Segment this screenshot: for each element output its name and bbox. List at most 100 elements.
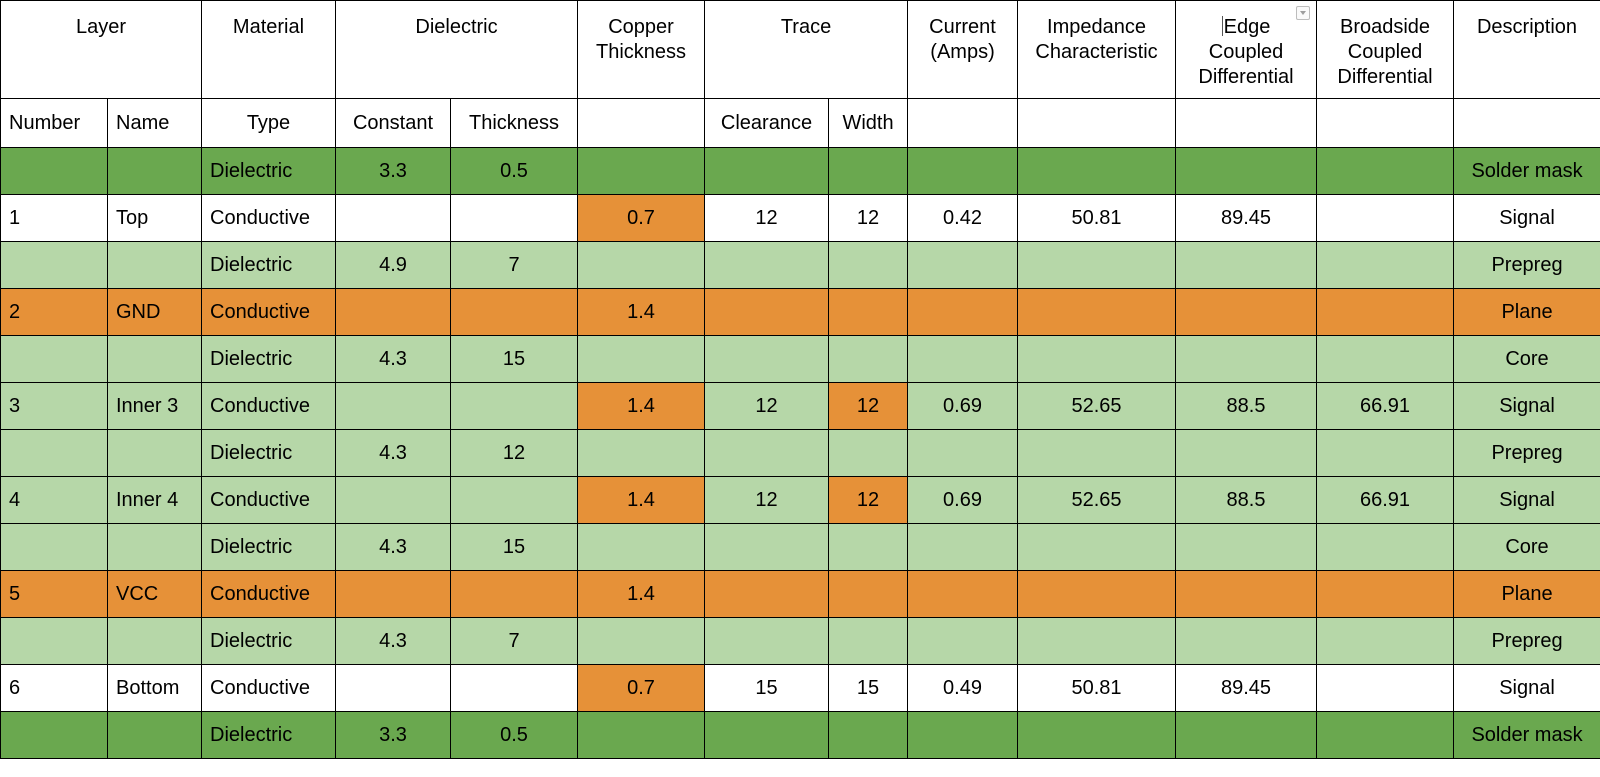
header-impedance[interactable]: Impedance Characteristic — [1017, 0, 1177, 99]
table-cell[interactable] — [1017, 617, 1177, 665]
table-cell[interactable] — [827, 570, 909, 618]
table-cell[interactable]: 3 — [0, 382, 108, 430]
table-cell[interactable] — [704, 288, 829, 336]
header-broadside-coupled[interactable]: Broadside Coupled Differential — [1316, 0, 1455, 99]
table-cell[interactable]: Top — [107, 194, 202, 242]
table-cell[interactable]: Conductive — [201, 570, 336, 618]
table-cell[interactable] — [827, 147, 909, 195]
table-cell[interactable] — [1175, 241, 1318, 289]
dropdown-filter-icon[interactable] — [1296, 6, 1311, 20]
table-cell[interactable]: Signal — [1453, 664, 1600, 712]
table-cell[interactable] — [577, 617, 705, 665]
table-cell[interactable]: 52.65 — [1017, 382, 1177, 430]
subheader-cell[interactable]: Constant — [335, 98, 451, 148]
table-cell[interactable] — [907, 617, 1019, 665]
table-cell[interactable]: Bottom — [107, 664, 202, 712]
subheader-cell[interactable]: Width — [827, 98, 909, 148]
table-cell[interactable]: Solder mask — [1453, 711, 1600, 759]
table-cell[interactable]: 12 — [704, 194, 829, 242]
subheader-cell[interactable]: Clearance — [704, 98, 829, 148]
table-cell[interactable]: Conductive — [201, 194, 336, 242]
table-cell[interactable]: 5 — [0, 570, 108, 618]
subheader-cell[interactable]: Type — [201, 98, 336, 148]
table-cell[interactable] — [335, 476, 451, 524]
table-cell[interactable] — [0, 241, 108, 289]
table-cell[interactable] — [704, 147, 829, 195]
table-cell[interactable] — [704, 711, 829, 759]
table-cell[interactable] — [1316, 570, 1455, 618]
table-cell[interactable] — [577, 711, 705, 759]
table-cell[interactable]: 88.5 — [1175, 476, 1318, 524]
table-cell[interactable] — [450, 664, 578, 712]
subheader-cell[interactable] — [577, 98, 705, 148]
table-cell[interactable]: 0.69 — [907, 382, 1019, 430]
table-cell[interactable] — [577, 335, 705, 383]
table-cell[interactable]: 7 — [450, 241, 578, 289]
table-cell[interactable] — [107, 523, 202, 571]
table-cell[interactable]: Prepreg — [1453, 429, 1600, 477]
subheader-cell[interactable] — [1017, 98, 1177, 148]
header-copper-thickness[interactable]: Copper Thickness — [577, 0, 705, 99]
table-cell[interactable] — [450, 194, 578, 242]
table-cell[interactable] — [577, 523, 705, 571]
table-cell[interactable]: 88.5 — [1175, 382, 1318, 430]
table-cell[interactable] — [450, 288, 578, 336]
table-cell[interactable]: 15 — [450, 335, 578, 383]
header-edge-coupled-cell[interactable]: Edge Coupled Differential — [1175, 0, 1318, 99]
table-cell[interactable] — [907, 570, 1019, 618]
table-cell[interactable]: Dielectric — [201, 711, 336, 759]
table-cell[interactable] — [1316, 241, 1455, 289]
table-cell[interactable] — [335, 194, 451, 242]
table-cell[interactable]: Conductive — [201, 382, 336, 430]
table-cell[interactable] — [704, 241, 829, 289]
table-cell[interactable]: 4 — [0, 476, 108, 524]
table-cell[interactable]: Dielectric — [201, 617, 336, 665]
table-cell[interactable]: 50.81 — [1017, 194, 1177, 242]
table-cell[interactable] — [0, 523, 108, 571]
subheader-cell[interactable]: Number — [0, 98, 108, 148]
table-cell[interactable]: 6 — [0, 664, 108, 712]
table-cell[interactable]: Plane — [1453, 288, 1600, 336]
table-cell[interactable] — [1316, 711, 1455, 759]
table-cell[interactable] — [1175, 335, 1318, 383]
table-cell[interactable]: Signal — [1453, 382, 1600, 430]
subheader-cell[interactable] — [907, 98, 1019, 148]
table-cell[interactable]: Dielectric — [201, 241, 336, 289]
table-cell[interactable] — [0, 617, 108, 665]
table-cell[interactable] — [450, 382, 578, 430]
table-cell[interactable] — [1017, 570, 1177, 618]
table-cell[interactable] — [1017, 523, 1177, 571]
subheader-cell[interactable]: Thickness — [450, 98, 578, 148]
table-cell[interactable]: Core — [1453, 335, 1600, 383]
table-cell[interactable] — [827, 429, 909, 477]
table-cell[interactable] — [1175, 711, 1318, 759]
table-cell[interactable] — [1017, 335, 1177, 383]
table-cell[interactable] — [577, 241, 705, 289]
table-cell[interactable] — [1316, 335, 1455, 383]
table-cell[interactable]: 1.4 — [577, 288, 705, 336]
table-cell[interactable] — [907, 711, 1019, 759]
header-trace[interactable]: Trace — [703, 0, 909, 99]
table-cell[interactable]: GND — [107, 288, 202, 336]
table-cell[interactable] — [907, 241, 1019, 289]
table-cell[interactable] — [0, 429, 108, 477]
header-description[interactable]: Description — [1453, 0, 1600, 99]
table-cell[interactable]: 4.3 — [335, 335, 451, 383]
table-cell[interactable]: 0.49 — [907, 664, 1019, 712]
table-cell[interactable] — [704, 429, 829, 477]
table-cell[interactable]: 0.5 — [450, 147, 578, 195]
table-cell[interactable] — [107, 617, 202, 665]
header-dielectric[interactable]: Dielectric — [335, 0, 578, 99]
table-cell[interactable]: Prepreg — [1453, 617, 1600, 665]
table-cell[interactable]: 3.3 — [335, 711, 451, 759]
table-cell[interactable]: Solder mask — [1453, 147, 1600, 195]
table-cell[interactable]: 12 — [704, 382, 829, 430]
table-cell[interactable] — [1316, 617, 1455, 665]
table-cell[interactable]: 15 — [450, 523, 578, 571]
table-cell[interactable] — [335, 288, 451, 336]
table-cell[interactable] — [107, 241, 202, 289]
table-cell[interactable] — [907, 288, 1019, 336]
table-cell[interactable]: 1.4 — [577, 476, 705, 524]
table-cell[interactable] — [450, 570, 578, 618]
table-cell[interactable]: 3.3 — [335, 147, 451, 195]
